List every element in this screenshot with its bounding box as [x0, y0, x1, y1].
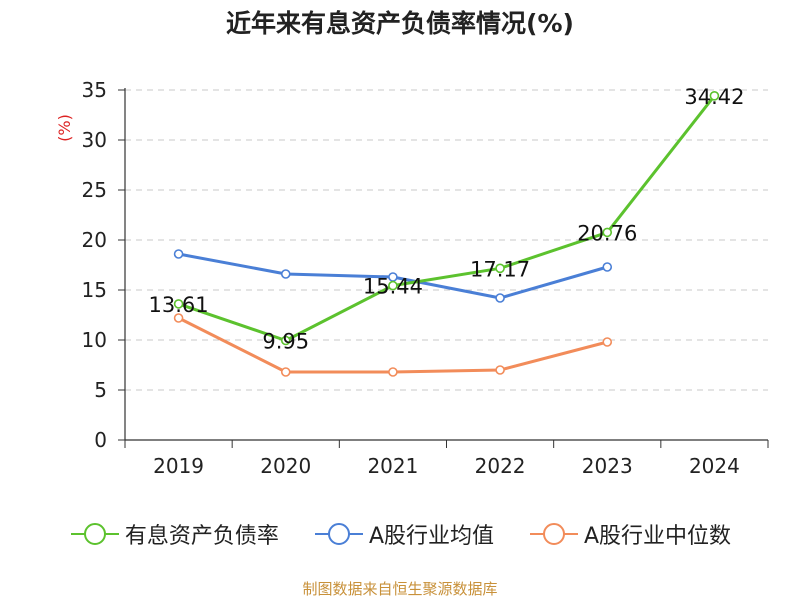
data-point[interactable] [495, 293, 505, 303]
x-tick-label: 2024 [689, 454, 740, 478]
data-point[interactable] [602, 337, 613, 347]
data-point[interactable] [602, 262, 613, 272]
data-point[interactable] [495, 365, 505, 375]
data-point[interactable] [280, 367, 291, 377]
axes: 0 5 10 15 20 25 30 35 2019 2020 2021 2022 2023 2024 [82, 78, 769, 478]
y-tick-label: 25 [82, 178, 107, 202]
y-tick-label: 0 [94, 428, 107, 452]
legend: 有息资产负债率 A股行业均值 A股行业中位数 [0, 518, 800, 550]
x-tick-label: 2022 [475, 454, 526, 478]
legend-label: A股行业中位数 [584, 524, 732, 549]
source-note: 制图数据来自恒生聚源数据库 [302, 580, 498, 598]
data-labels: 13.61 9.95 15.44 17.17 20.76 34.42 [149, 85, 745, 354]
y-tick-label: 15 [82, 278, 107, 302]
y-tick-label: 10 [82, 328, 107, 352]
legend-item-industry-median[interactable]: A股行业中位数 [528, 518, 731, 550]
data-point[interactable] [173, 299, 184, 309]
data-point[interactable] [388, 367, 398, 377]
x-tick-label: 2019 [153, 454, 204, 478]
y-tick-label: 5 [94, 378, 107, 402]
legend-line-marker-icon [530, 523, 578, 545]
data-point[interactable] [280, 269, 291, 279]
chart-title: 近年来有息资产负债率情况(%) [226, 9, 574, 38]
series-line [178, 94, 716, 342]
x-tick-label: 2020 [260, 454, 311, 478]
data-label: 20.76 [577, 221, 637, 245]
data-point[interactable] [173, 249, 184, 259]
data-label: 17.17 [470, 257, 530, 281]
legend-label: 有息资产负债率 [124, 524, 279, 549]
data-point[interactable] [173, 313, 184, 323]
legend-item-debt-ratio[interactable]: 有息资产负债率 [69, 518, 279, 550]
y-tick-label: 20 [82, 228, 107, 252]
legend-item-industry-mean[interactable]: A股行业均值 [313, 518, 494, 550]
data-point[interactable] [495, 263, 505, 274]
legend-label: A股行业均值 [368, 524, 494, 549]
x-tick-label: 2021 [367, 454, 418, 478]
data-point[interactable] [388, 280, 398, 291]
series-layer [173, 91, 720, 377]
data-label: 9.95 [262, 330, 309, 354]
legend-line-marker-icon [70, 523, 119, 545]
y-axis-label: (%) [55, 114, 74, 142]
data-label: 13.61 [149, 293, 209, 317]
data-point[interactable] [602, 227, 613, 238]
x-tick-label: 2023 [582, 454, 633, 478]
legend-line-marker-icon [314, 523, 363, 545]
y-tick-label: 35 [82, 78, 107, 102]
data-label: 34.42 [684, 85, 744, 109]
gridlines [125, 89, 768, 391]
data-point[interactable] [709, 91, 720, 101]
data-label: 15.44 [363, 275, 423, 299]
data-point[interactable] [280, 335, 291, 346]
y-tick-label: 30 [82, 128, 107, 152]
